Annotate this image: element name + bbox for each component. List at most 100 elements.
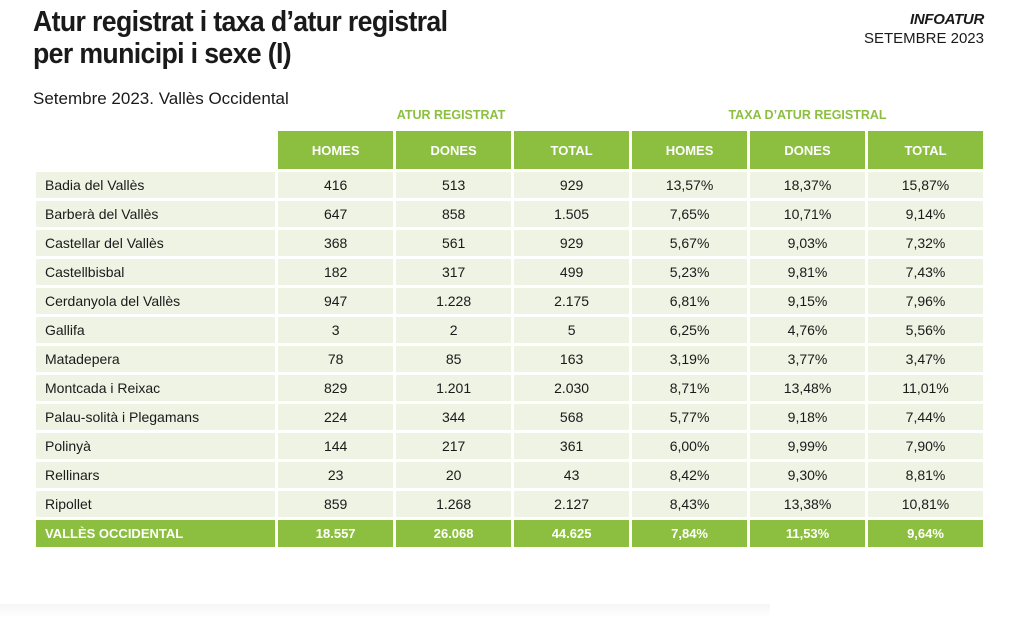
value-cell: 144 [278,433,394,459]
value-cell: 10,71% [750,201,866,227]
value-cell: 561 [396,230,512,256]
value-cell: 23 [278,462,394,488]
value-cell: 9,03% [750,230,866,256]
value-cell: 2.030 [514,375,630,401]
value-cell: 9,30% [750,462,866,488]
value-cell: 3,19% [632,346,748,372]
value-cell: 1.268 [396,491,512,517]
value-cell: 9,99% [750,433,866,459]
header-blank-cell [36,131,275,169]
value-cell: 15,87% [868,172,983,198]
value-cell: 9,15% [750,288,866,314]
value-cell: 368 [278,230,394,256]
value-cell: 3 [278,317,394,343]
value-cell: 2.175 [514,288,630,314]
table-row: Matadepera 78 85 163 3,19% 3,77% 3,47% [36,346,983,372]
value-cell: 6,00% [632,433,748,459]
value-cell: 78 [278,346,394,372]
value-cell: 1.201 [396,375,512,401]
value-cell: 5,77% [632,404,748,430]
value-cell: 8,42% [632,462,748,488]
municipality-cell: Rellinars [36,462,276,488]
table-row: Gallifa 3 2 5 6,25% 4,76% 5,56% [36,317,983,343]
value-cell: 2 [396,317,512,343]
value-cell: 8,43% [632,491,748,517]
value-cell: 18,37% [750,172,866,198]
total-label-cell: VALLÈS OCCIDENTAL [36,520,276,547]
table-row: Castellbisbal 182 317 499 5,23% 9,81% 7,43% [36,259,983,285]
value-cell: 85 [396,346,512,372]
value-cell: 416 [278,172,394,198]
brand-date: SETEMBRE 2023 [863,30,984,47]
value-cell: 43 [514,462,630,488]
column-header: TOTAL [868,131,983,169]
municipality-cell: Castellar del Vallès [36,230,276,256]
page-bottom-shadow [0,604,770,617]
municipality-cell: Barberà del Vallès [36,201,276,227]
municipality-cell: Montcada i Reixac [36,375,276,401]
value-cell: 344 [396,404,512,430]
value-cell: 20 [396,462,512,488]
value-cell: 1.505 [514,201,630,227]
table-row: Palau-solità i Plegamans 224 344 568 5,77% 9,… [36,404,983,430]
total-value-cell: 26.068 [396,520,512,547]
value-cell: 947 [278,288,394,314]
municipality-cell: Ripollet [36,491,276,517]
total-row: VALLÈS OCCIDENTAL 18.557 26.068 44.625 7,84%… [36,520,983,547]
value-cell: 7,43% [868,259,983,285]
value-cell: 8,71% [632,375,748,401]
column-header: TOTAL [514,131,630,169]
municipality-cell: Palau-solità i Plegamans [36,404,276,430]
brand-block: INFOATUR SETEMBRE 2023 [864,10,984,48]
total-value-cell: 11,53% [750,520,866,547]
value-cell: 7,90% [868,433,983,459]
value-cell: 499 [514,259,630,285]
value-cell: 7,65% [632,201,748,227]
total-value-cell: 7,84% [632,520,748,547]
value-cell: 317 [396,259,512,285]
value-cell: 829 [278,375,394,401]
value-cell: 5,56% [868,317,983,343]
subtitle: Setembre 2023. Vallès Occidental [33,89,289,108]
table-row: Montcada i Reixac 829 1.201 2.030 8,71% 13,48… [36,375,983,401]
value-cell: 859 [278,491,394,517]
value-cell: 7,44% [868,404,983,430]
table-row: Polinyà 144 217 361 6,00% 9,99% 7,90% [36,433,983,459]
column-header: HOMES [632,131,748,169]
table-row: Rellinars 23 20 43 8,42% 9,30% 8,81% [36,462,983,488]
municipality-cell: Castellbisbal [36,259,276,285]
value-cell: 13,57% [632,172,748,198]
municipality-cell: Badia del Vallès [36,172,276,198]
value-cell: 361 [514,433,630,459]
value-cell: 5 [514,317,630,343]
table-row: Barberà del Vallès 647 858 1.505 7,65% 10,71%… [36,201,983,227]
column-header: HOMES [278,131,394,169]
table-row: Badia del Vallès 416 513 929 13,57% 18,37% 15,… [36,172,983,198]
value-cell: 5,67% [632,230,748,256]
value-cell: 13,48% [750,375,866,401]
value-cell: 3,47% [868,346,983,372]
value-cell: 8,81% [868,462,983,488]
municipality-cell: Matadepera [36,346,276,372]
column-header: DONES [396,131,512,169]
value-cell: 5,23% [632,259,748,285]
value-cell: 224 [278,404,394,430]
value-cell: 929 [514,230,630,256]
value-cell: 858 [396,201,512,227]
page-title: Atur registrat i taxa d’atur registral p… [33,6,448,70]
value-cell: 6,25% [632,317,748,343]
municipality-cell: Polinyà [36,433,276,459]
column-header: DONES [750,131,866,169]
total-value-cell: 18.557 [278,520,394,547]
brand-name: INFOATUR [910,11,984,28]
value-cell: 513 [396,172,512,198]
value-cell: 568 [514,404,630,430]
value-cell: 929 [514,172,630,198]
table-row: Cerdanyola del Vallès 947 1.228 2.175 6,81% 9… [36,288,983,314]
value-cell: 9,14% [868,201,983,227]
title-line-2: per municipi i sexe (I) [33,38,292,70]
table-row: Castellar del Vallès 368 561 929 5,67% 9,03% 7… [36,230,983,256]
group-label-atur: ATUR REGISTRAT [396,108,506,122]
value-cell: 10,81% [868,491,983,517]
municipality-cell: Cerdanyola del Vallès [36,288,276,314]
